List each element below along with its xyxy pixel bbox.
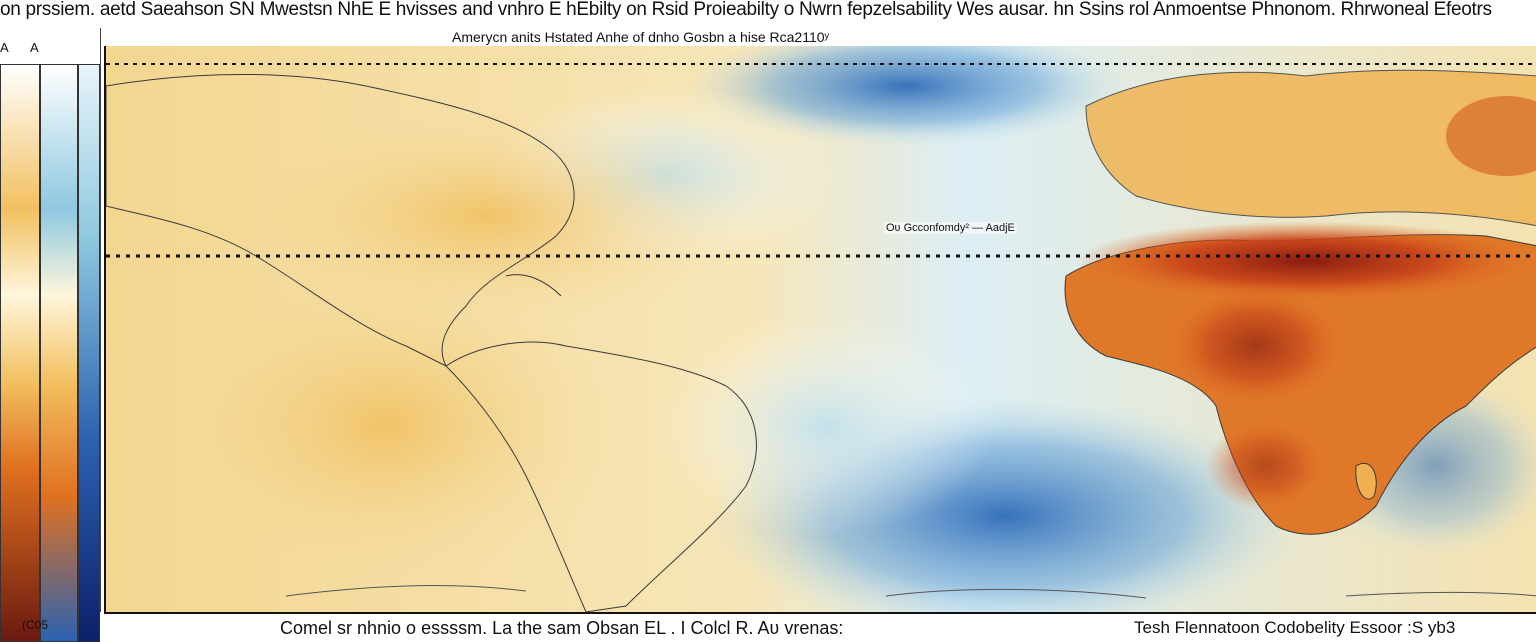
caribbean-outline (505, 274, 562, 297)
bottom-right-caption: Tesh Flennatoon Codobelity Essoor :S yb3 (1134, 618, 1456, 637)
europe-landmass (1085, 69, 1536, 227)
madagascar-landmass (1355, 463, 1377, 500)
bottom-left-caption: Comel sr nhnio o essssm. La the sam Obsa… (280, 618, 844, 638)
warm-anomaly-east-europe (1446, 96, 1536, 176)
hot-anomaly-southern-africa (1206, 421, 1326, 511)
legend-letter-right: A (30, 40, 39, 55)
warm-anomaly-north-america (226, 106, 746, 326)
page-title: on prssiem. aetd Saeahson SN Mwestsn NhE… (0, 0, 1492, 20)
map-annotation: Oʋ Gcconfomdy² — AadjE (884, 222, 1017, 234)
hot-anomaly-central-africa (1166, 286, 1346, 406)
warm-anomaly-east-pacific (146, 266, 626, 586)
map-frame (104, 46, 1536, 614)
north-america-outline (106, 73, 575, 368)
legend-colorbar-mixed (40, 64, 78, 642)
extreme-anomaly-sahel (1076, 221, 1536, 301)
antarctic-coast-outline (285, 585, 1536, 599)
cool-anomaly-equatorial (656, 316, 996, 536)
legend-letter-left: A (0, 40, 9, 55)
world-anomaly-map (106, 46, 1536, 612)
panel-divider (100, 28, 101, 612)
south-america-outline (445, 341, 757, 612)
map-subtitle: Amerycn anits Hstated Anhe of dnho Gosbn… (452, 29, 830, 45)
legend-colorbar-warm (0, 64, 40, 642)
legend-tick-label: (C05 (22, 618, 49, 632)
legend-panel: A A (C05 (0, 28, 100, 642)
legend-colorbar-cool (78, 64, 100, 642)
